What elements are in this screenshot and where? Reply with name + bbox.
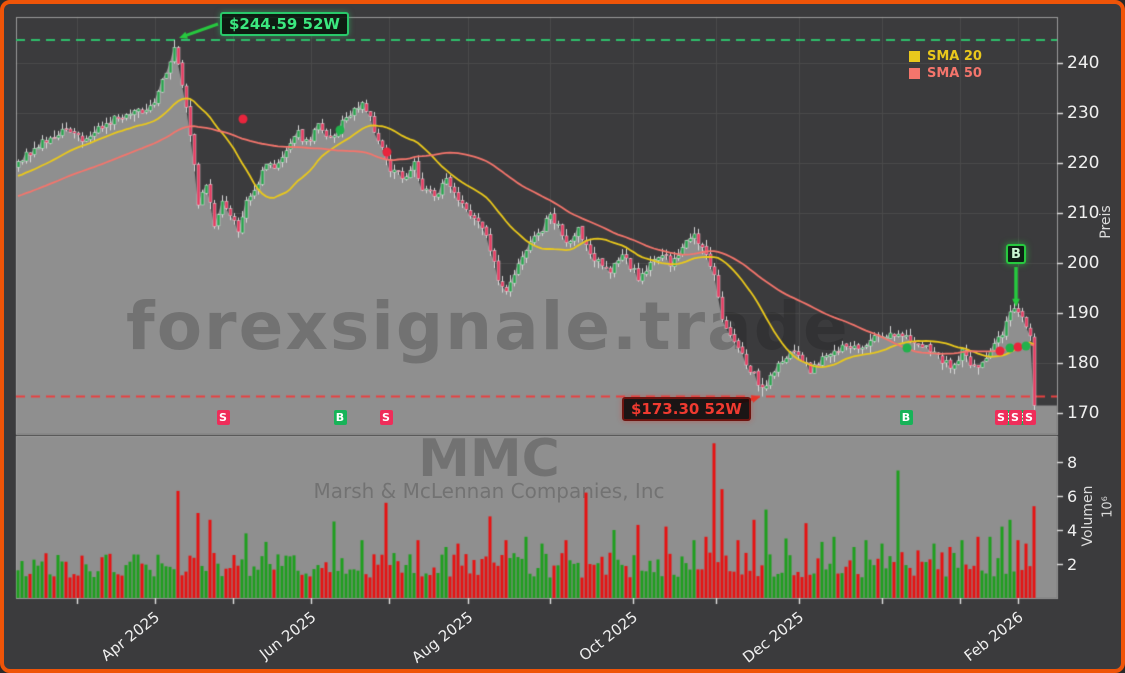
- buy-signal-badge: B: [333, 410, 347, 425]
- legend: SMA 20 SMA 50: [909, 48, 982, 82]
- legend-row-sma20: SMA 20: [909, 48, 982, 65]
- legend-label-sma50: SMA 50: [927, 66, 982, 81]
- sell-signal-badge: S: [1008, 410, 1022, 425]
- volume-axis-title: Volumen: [1080, 485, 1096, 547]
- sell-signal-badge: S: [379, 410, 393, 425]
- price-tick-label: 190: [1067, 303, 1100, 323]
- price-tick-label: 230: [1067, 103, 1100, 123]
- price-tick-label: 220: [1067, 153, 1100, 173]
- sma20-swatch-icon: [909, 51, 920, 62]
- price-tick-label: 170: [1067, 403, 1100, 423]
- volume-axis-exponent: 10⁶: [1100, 496, 1116, 518]
- low-52w-label: $173.30 52W: [622, 397, 751, 421]
- price-tick-label: 200: [1067, 253, 1100, 273]
- buy-signal-badge: B: [899, 410, 913, 425]
- volume-tick-label: 4: [1067, 521, 1078, 540]
- chart-canvas: [4, 4, 1121, 669]
- volume-tick-label: 8: [1067, 453, 1078, 472]
- sma50-swatch-icon: [909, 68, 920, 79]
- sell-signal-badge: S: [994, 410, 1008, 425]
- volume-tick-label: 6: [1067, 487, 1078, 506]
- price-axis-title: Preis: [1098, 205, 1114, 239]
- buy-entry-badge: B: [1006, 244, 1026, 264]
- high-52w-label: $244.59 52W: [220, 12, 349, 36]
- price-tick-label: 240: [1067, 53, 1100, 73]
- legend-row-sma50: SMA 50: [909, 65, 982, 82]
- price-tick-label: 180: [1067, 353, 1100, 373]
- sell-signal-badge: S: [216, 410, 230, 425]
- volume-tick-label: 2: [1067, 555, 1078, 574]
- legend-label-sma20: SMA 20: [927, 49, 982, 64]
- sell-signal-badge: S: [1022, 410, 1036, 425]
- price-tick-label: 210: [1067, 203, 1100, 223]
